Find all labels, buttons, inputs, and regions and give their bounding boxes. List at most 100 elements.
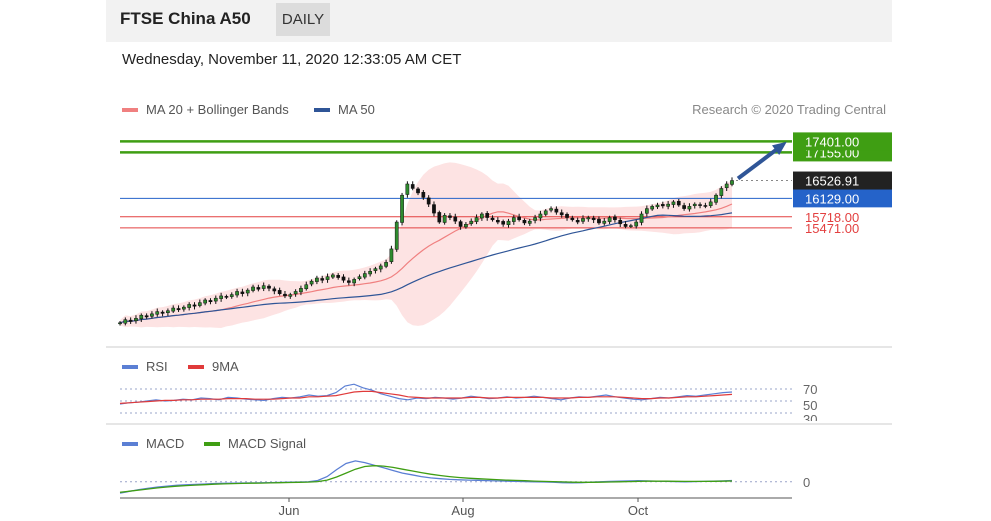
ma20-swatch xyxy=(122,107,138,112)
candle-body xyxy=(629,225,633,227)
candle-body xyxy=(480,213,484,219)
candle-body xyxy=(352,279,357,284)
bollinger-band xyxy=(120,162,732,328)
candle-body xyxy=(485,213,490,218)
candle-body xyxy=(155,311,160,315)
candle-body xyxy=(331,274,335,278)
candle-body xyxy=(634,221,639,227)
candle-body xyxy=(187,304,192,308)
ma50-line xyxy=(119,212,733,324)
ma50-swatch xyxy=(314,107,330,112)
candle-body xyxy=(213,297,218,302)
candle-body xyxy=(708,201,713,206)
candle-body xyxy=(176,308,181,311)
macd-line xyxy=(119,460,733,494)
candle-body xyxy=(325,276,330,280)
macd-signal-line xyxy=(119,465,733,493)
candle-body xyxy=(341,276,346,281)
candle-body xyxy=(389,248,394,262)
candle-body xyxy=(682,205,686,209)
candle-body xyxy=(724,183,729,189)
candle-body xyxy=(645,208,649,214)
candle-body xyxy=(618,220,623,225)
candle-body xyxy=(336,275,341,278)
candle-body xyxy=(267,285,271,289)
candle-body xyxy=(346,280,351,283)
target-arrow-shaft xyxy=(736,143,784,181)
candle-body xyxy=(432,204,436,214)
candle-body xyxy=(357,276,362,279)
candle-body xyxy=(160,311,165,314)
candle-body xyxy=(123,319,128,324)
legend-rsi: RSI xyxy=(122,359,168,374)
candle-body xyxy=(256,287,261,290)
candle-body xyxy=(639,213,644,223)
candle-body xyxy=(166,310,170,313)
candle-body xyxy=(437,212,442,223)
rsi-tick-label: 50 xyxy=(803,398,817,413)
candle-body xyxy=(171,307,176,312)
candle-body xyxy=(442,215,447,223)
rsi-ma-line xyxy=(119,390,733,404)
candle-body xyxy=(511,217,516,222)
candle-body xyxy=(229,294,234,297)
x-tick-label: Aug xyxy=(451,503,474,518)
legend-macd-signal-label: MACD Signal xyxy=(228,436,307,451)
x-tick-label: Jun xyxy=(279,503,300,518)
timestamp: Wednesday, November 11, 2020 12:33:05 AM… xyxy=(122,51,462,68)
legend-macd-label: MACD xyxy=(146,436,185,451)
legend-ma50: MA 50 xyxy=(314,102,375,117)
pivot-level-label: 16129.00 xyxy=(805,191,859,206)
widget-header: FTSE China A50 DAILY xyxy=(106,0,892,42)
candle-body xyxy=(405,183,410,195)
candle-body xyxy=(453,216,458,222)
candle-body xyxy=(490,217,495,221)
candle-body xyxy=(309,280,314,285)
candle-body xyxy=(219,295,223,299)
candle-body xyxy=(517,216,521,221)
candle-body xyxy=(602,220,607,224)
candle-body xyxy=(660,204,665,207)
candle-body xyxy=(474,217,479,222)
candle-body xyxy=(416,188,420,194)
candle-body xyxy=(240,291,245,294)
candle-body xyxy=(623,224,628,227)
candle-body xyxy=(527,220,532,224)
candle-body xyxy=(464,224,468,228)
candle-body xyxy=(384,262,388,267)
candle-body xyxy=(421,192,426,198)
resistance-level-tag xyxy=(793,132,892,151)
candle-body xyxy=(559,212,564,216)
copyright: Research © 2020 Trading Central xyxy=(692,102,886,117)
candle-body xyxy=(394,221,399,250)
candle-body xyxy=(730,180,734,185)
candle-body xyxy=(655,204,660,208)
candle-body xyxy=(575,220,580,223)
chart-widget: FTSE China A50 DAILY Wednesday, November… xyxy=(106,0,892,521)
candle-body xyxy=(410,184,415,189)
candle-body xyxy=(698,204,702,206)
divider xyxy=(106,346,892,348)
candle-body xyxy=(304,284,309,290)
legend-ma20-label: MA 20 + Bollinger Bands xyxy=(146,102,289,117)
rsi-tick-label: 70 xyxy=(803,382,817,397)
candle-body xyxy=(293,291,298,295)
candle-body xyxy=(591,217,596,221)
price-chart: 15471.0015718.0016129.0016526.9117155.00… xyxy=(118,132,892,328)
period-button[interactable]: DAILY xyxy=(276,3,330,36)
candle-body xyxy=(277,290,282,294)
candle-body xyxy=(272,288,277,292)
candle-body xyxy=(203,299,207,304)
support-level-label: 15471.00 xyxy=(805,221,859,236)
candle-body xyxy=(261,285,266,289)
support-level-label: 15718.00 xyxy=(805,210,859,225)
candle-body xyxy=(538,213,543,219)
candle-body xyxy=(134,318,138,322)
candle-body xyxy=(607,217,612,222)
legend-rsi-label: RSI xyxy=(146,359,168,374)
left-gutter xyxy=(0,0,106,521)
last-level-label: 16526.91 xyxy=(805,174,859,189)
candle-body xyxy=(128,319,133,322)
candle-body xyxy=(650,206,655,210)
legend-rsi-ma: 9MA xyxy=(188,359,239,374)
